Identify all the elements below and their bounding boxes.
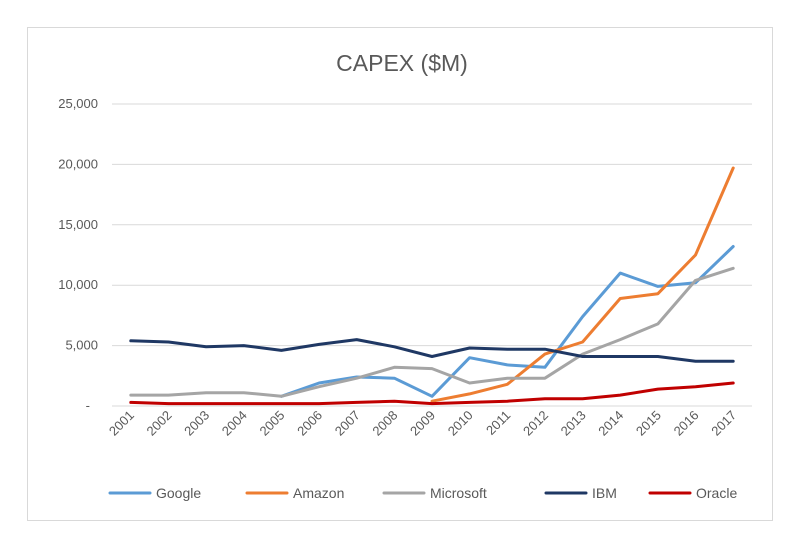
legend-label-ibm: IBM bbox=[592, 485, 617, 501]
series-line-oracle bbox=[129, 381, 735, 406]
series-line-ibm bbox=[129, 338, 735, 363]
y-tick-label: 25,000 bbox=[58, 96, 98, 111]
legend-label-microsoft: Microsoft bbox=[430, 485, 487, 501]
legend-label-google: Google bbox=[156, 485, 201, 501]
x-axis-tick-labels: 2001 2002 2003 2004 2005 2006 2007 2008 2009 2010… bbox=[106, 408, 739, 439]
y-axis-tick-labels: - 5,000 10,000 15,000 20,000 25,000 bbox=[58, 96, 98, 413]
series-line-google bbox=[279, 245, 735, 398]
capex-line-chart: CAPEX ($M) - 5,000 10,000 15,000 20,000 25,00… bbox=[58, 50, 752, 501]
y-tick-label: - bbox=[86, 398, 90, 413]
x-tick-label: 2005 bbox=[256, 408, 287, 439]
x-tick-label: 2007 bbox=[332, 408, 363, 439]
series-line-microsoft bbox=[129, 266, 735, 398]
x-tick-label: 2001 bbox=[106, 408, 137, 439]
series-line-amazon bbox=[430, 166, 735, 403]
y-tick-label: 10,000 bbox=[58, 277, 98, 292]
y-tick-label: 20,000 bbox=[58, 156, 98, 171]
x-tick-label: 2006 bbox=[294, 408, 325, 439]
x-tick-label: 2012 bbox=[520, 408, 551, 439]
gridlines bbox=[112, 103, 752, 407]
chart-frame: CAPEX ($M) - 5,000 10,000 15,000 20,000 25,00… bbox=[27, 27, 773, 521]
x-tick-label: 2004 bbox=[219, 408, 250, 439]
x-tick-label: 2013 bbox=[558, 408, 589, 439]
x-tick-label: 2017 bbox=[708, 408, 739, 439]
chart-title: CAPEX ($M) bbox=[336, 50, 468, 76]
x-tick-label: 2008 bbox=[369, 408, 400, 439]
y-tick-label: 5,000 bbox=[65, 338, 98, 353]
series-lines bbox=[129, 166, 735, 406]
x-tick-label: 2002 bbox=[144, 408, 175, 439]
x-tick-label: 2003 bbox=[181, 408, 212, 439]
x-tick-label: 2014 bbox=[595, 408, 626, 439]
legend-label-oracle: Oracle bbox=[696, 485, 737, 501]
x-tick-label: 2010 bbox=[445, 408, 476, 439]
x-tick-label: 2011 bbox=[483, 408, 513, 438]
legend-label-amazon: Amazon bbox=[293, 485, 344, 501]
x-tick-label: 2016 bbox=[671, 408, 702, 439]
y-tick-label: 15,000 bbox=[58, 217, 98, 232]
x-tick-label: 2015 bbox=[633, 408, 664, 439]
x-tick-label: 2009 bbox=[407, 408, 438, 439]
legend: Google Amazon Microsoft IBM Oracle bbox=[108, 485, 737, 501]
